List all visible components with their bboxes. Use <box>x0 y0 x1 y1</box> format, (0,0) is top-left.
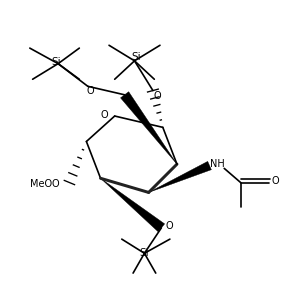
Text: MeO: MeO <box>30 179 52 189</box>
Text: O: O <box>87 86 94 97</box>
Text: Si: Si <box>51 57 61 67</box>
Text: O: O <box>271 175 279 186</box>
Polygon shape <box>120 92 177 164</box>
Polygon shape <box>101 178 165 232</box>
Text: O: O <box>166 221 173 231</box>
Polygon shape <box>149 161 211 192</box>
Text: Si: Si <box>131 52 141 63</box>
Text: O: O <box>51 179 59 189</box>
Text: NH: NH <box>210 159 225 170</box>
Text: O: O <box>153 91 161 101</box>
Text: O: O <box>101 110 109 120</box>
Text: Si: Si <box>140 248 149 258</box>
